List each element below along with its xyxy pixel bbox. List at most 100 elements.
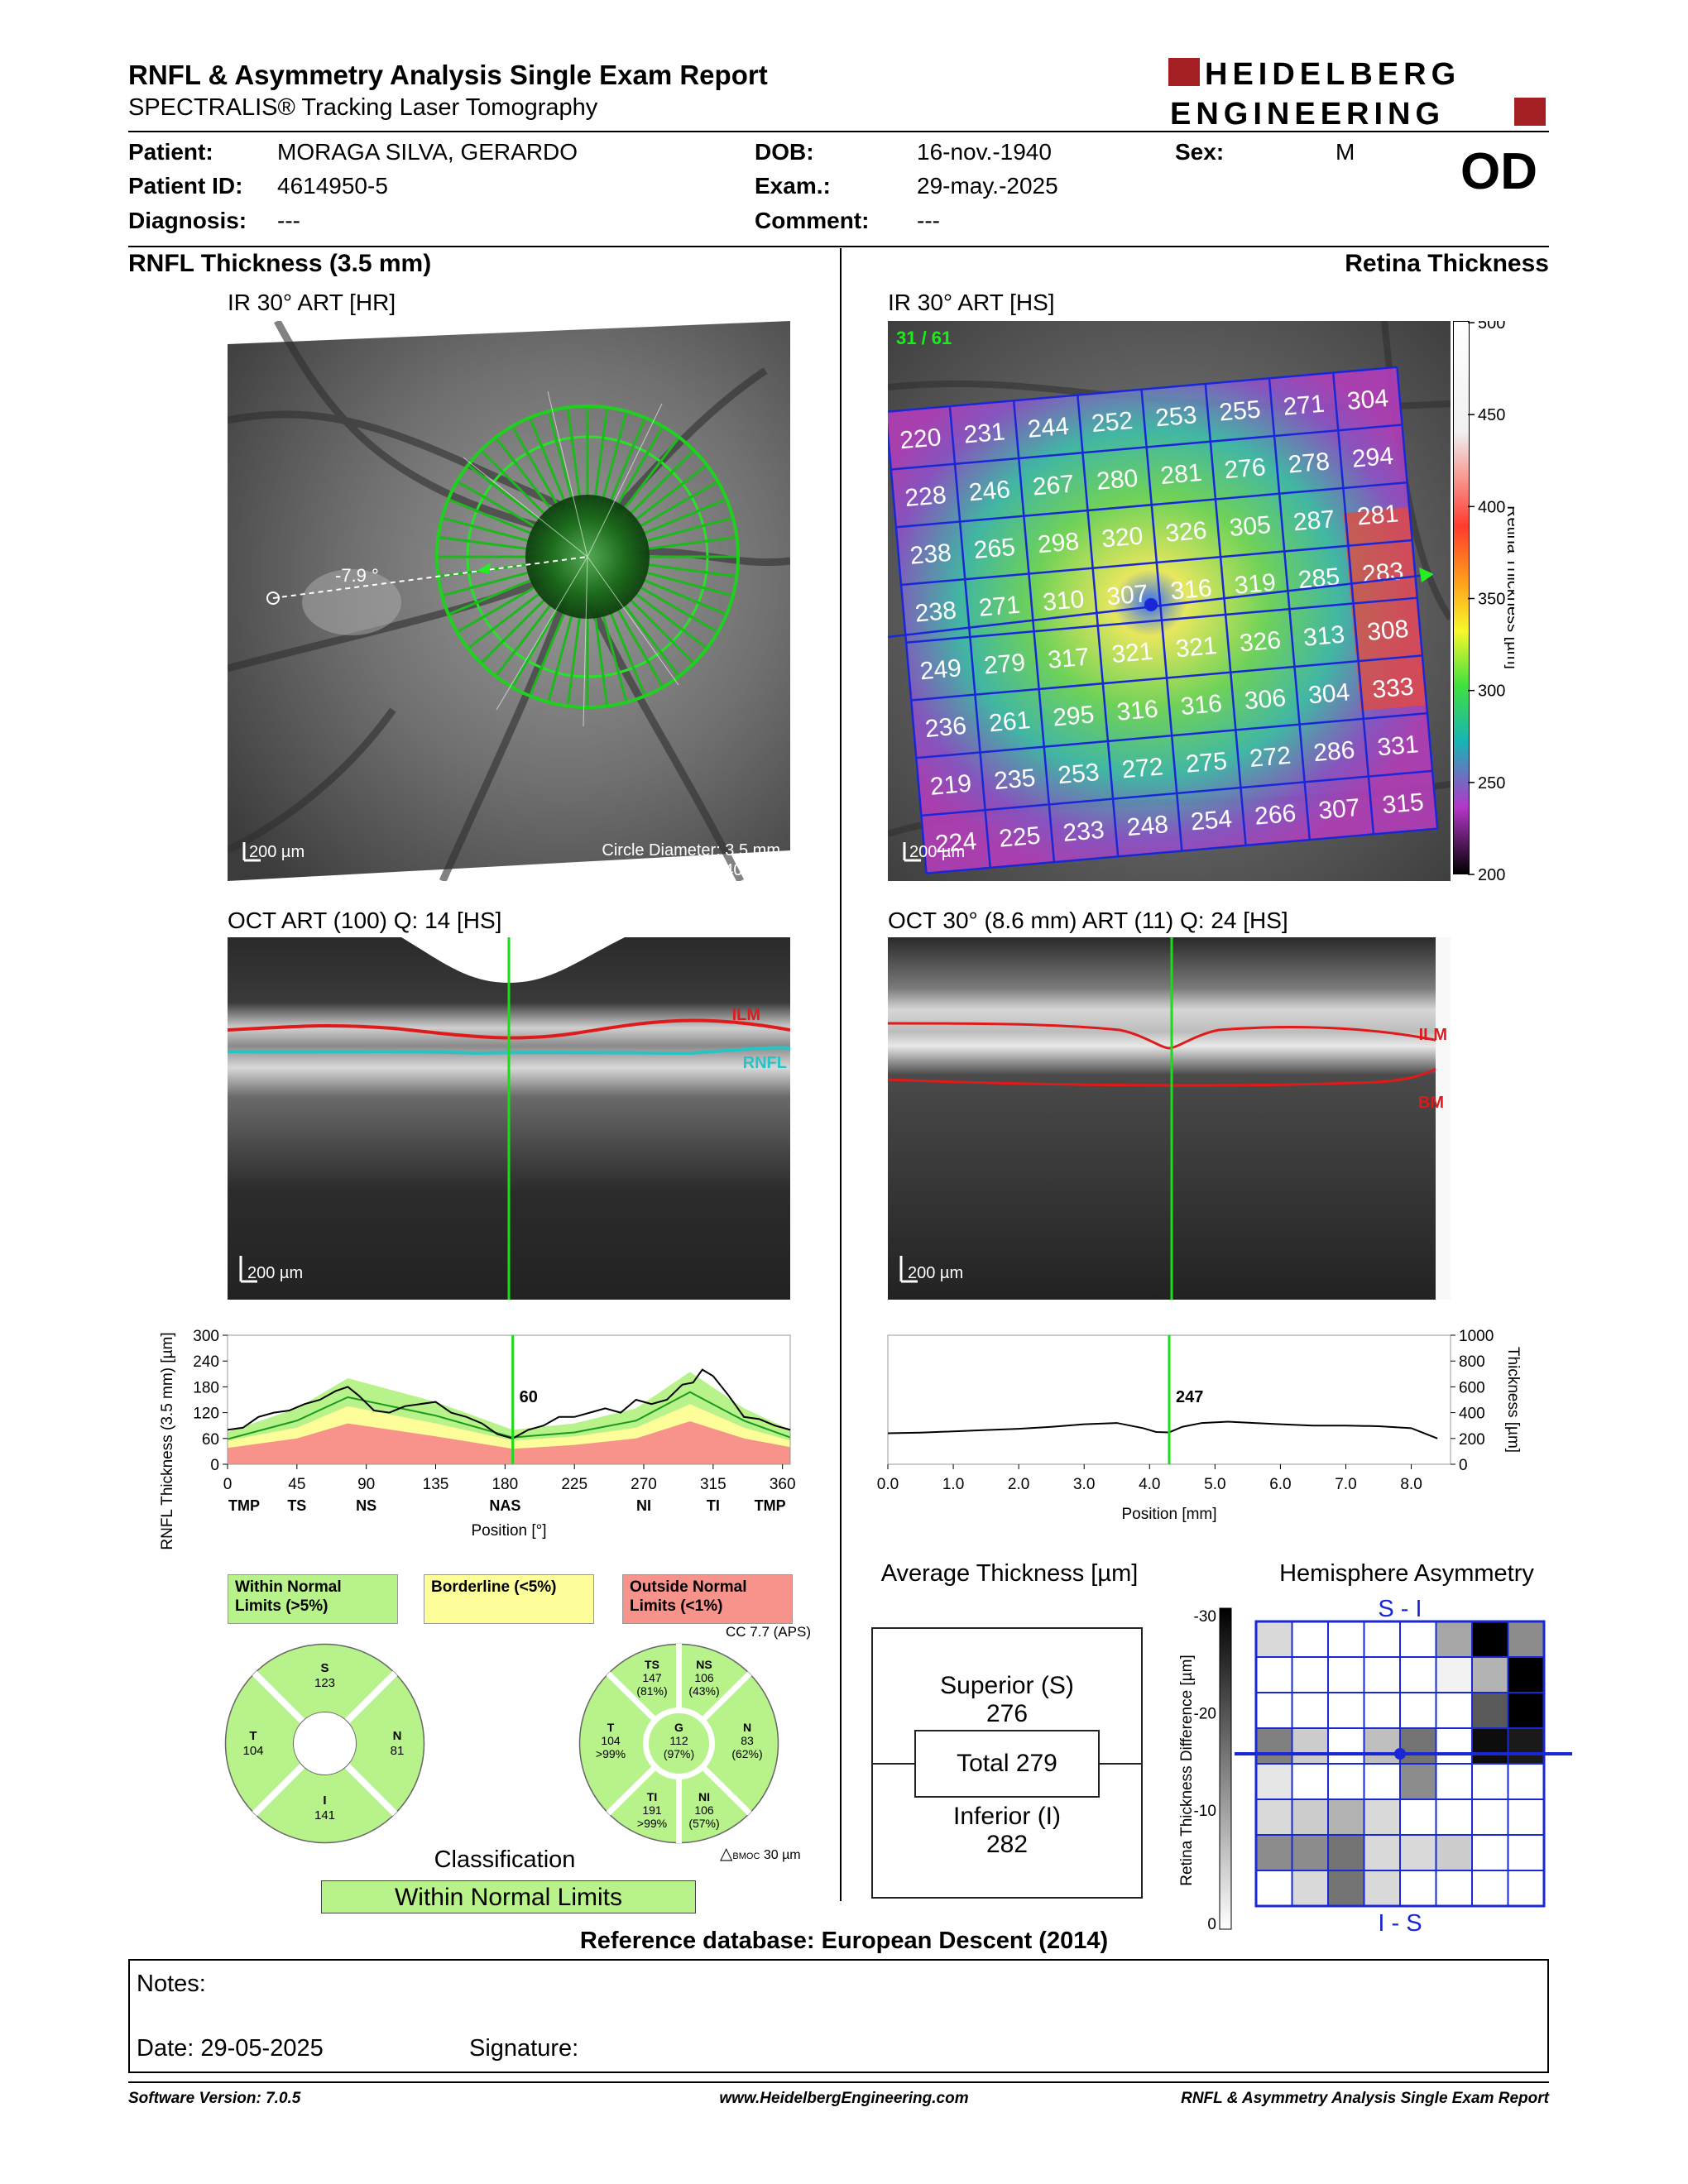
- x-tick-label: 0: [223, 1476, 233, 1493]
- diagnosis-label: Diagnosis:: [128, 208, 247, 233]
- sector-ni-pct: (57%): [688, 1817, 719, 1830]
- sector-axis-label: TS: [287, 1497, 306, 1514]
- asymmetry-cell: [1255, 1798, 1293, 1836]
- comment: ---: [917, 208, 940, 233]
- marker-value: 247: [1176, 1388, 1203, 1406]
- grid-value: 310: [1042, 586, 1086, 616]
- ir-right-scale: 200 µm: [909, 843, 965, 861]
- sector-ni-value: 106: [694, 1803, 714, 1817]
- y-tick-label: 400: [1459, 1406, 1485, 1423]
- difference-tick: -30: [1194, 1608, 1216, 1626]
- sector-i-value: 141: [314, 1808, 335, 1822]
- asymmetry-cell: [1327, 1656, 1365, 1693]
- sector-i-label: I: [323, 1794, 326, 1808]
- diagnosis: ---: [277, 208, 300, 233]
- bmo-area: BMO Area: 2.40 mm²: [625, 861, 780, 879]
- x-tick-label: 4.0: [1139, 1476, 1160, 1493]
- asymmetry-cell: [1507, 1834, 1545, 1871]
- hemisphere-scan-marker: [1394, 1748, 1406, 1760]
- asymmetry-cell: [1255, 1870, 1293, 1907]
- grid-value: 306: [1244, 684, 1288, 715]
- grid-value: 286: [1312, 736, 1356, 767]
- grid-value: 235: [993, 764, 1037, 795]
- y-tick-label: 240: [193, 1353, 219, 1371]
- sector-t6-label: T: [607, 1721, 615, 1734]
- grid-value: 228: [904, 481, 947, 512]
- notes-box[interactable]: Notes: Date: 29-05-2025 Signature:: [128, 1959, 1549, 2073]
- logo-line2: ENGINEERING: [1170, 97, 1445, 129]
- asymmetry-cell: [1507, 1870, 1545, 1907]
- sector-g-label: G: [674, 1721, 683, 1734]
- sector-axis-label: NS: [356, 1497, 376, 1514]
- colorbar-tick: 300: [1478, 682, 1505, 701]
- grid-value: 321: [1174, 632, 1218, 663]
- asymmetry-cell: [1291, 1870, 1329, 1907]
- sector-t-label: T: [249, 1729, 257, 1743]
- x-tick-label: 2.0: [1008, 1476, 1029, 1493]
- sector-axis-label: NI: [636, 1497, 651, 1514]
- grid-value: 224: [934, 827, 978, 858]
- grid-value: 313: [1302, 621, 1346, 652]
- oct-left-rnfl: RNFL: [743, 1054, 787, 1072]
- asymmetry-cell: [1471, 1656, 1509, 1693]
- grid-value: 271: [1282, 390, 1326, 421]
- grid-value: 331: [1376, 730, 1420, 761]
- grid-value: 261: [988, 706, 1032, 737]
- patient-name: MORAGA SILVA, GERARDO: [277, 139, 578, 165]
- grid-value: 254: [1190, 805, 1234, 836]
- dob-label: DOB:: [755, 139, 814, 165]
- six-sector-chart: TS 147 (81%) NS 106 (43%) T 104 >99% G 1…: [578, 1642, 780, 1845]
- ir-right-title: IR 30° ART [HS]: [888, 290, 1055, 315]
- grid-value: 253: [1154, 401, 1198, 432]
- asymmetry-cell: [1507, 1656, 1545, 1693]
- asymmetry-cell: [1471, 1727, 1509, 1765]
- sector-axis-label: TI: [707, 1497, 720, 1514]
- report-title: RNFL & Asymmetry Analysis Single Exam Re…: [128, 60, 768, 90]
- sector-t6-value: 104: [601, 1734, 621, 1747]
- difference-tick: -20: [1194, 1706, 1216, 1723]
- asymmetry-cell: [1399, 1621, 1437, 1658]
- grid-value: 321: [1110, 638, 1154, 668]
- patient-id: 4614950-5: [277, 173, 388, 199]
- asymmetry-cell: [1507, 1727, 1545, 1765]
- asymmetry-cell: [1291, 1834, 1329, 1871]
- classification-label: Classification: [434, 1846, 576, 1873]
- asymmetry-cell: [1363, 1656, 1401, 1693]
- asymmetry-cell: [1327, 1798, 1365, 1836]
- sector-ni-label: NI: [698, 1790, 710, 1803]
- x-tick-label: 8.0: [1400, 1476, 1422, 1493]
- asymmetry-cell: [1327, 1763, 1365, 1800]
- website[interactable]: www.HeidelbergEngineering.com: [719, 2090, 969, 2107]
- asymmetry-cell: [1291, 1621, 1329, 1658]
- oct-right-title: OCT 30° (8.6 mm) ART (11) Q: 24 [HS]: [888, 908, 1288, 933]
- grid-value: 279: [983, 649, 1027, 679]
- svg-text:Retina Thickness [µm]: Retina Thickness [µm]: [1503, 505, 1514, 669]
- y-tick-label: 0: [210, 1457, 219, 1474]
- grid-value: 304: [1346, 385, 1390, 415]
- inferior-label: Inferior (I): [952, 1803, 1062, 1830]
- sector-g-pct: (97%): [664, 1747, 694, 1760]
- asymmetry-cell: [1435, 1798, 1473, 1836]
- grid-value: 272: [1249, 742, 1292, 773]
- asymmetry-cell: [1363, 1763, 1401, 1800]
- y-tick-label: 60: [202, 1431, 219, 1449]
- quadrant-sector-chart: S 123 T 104 N 81 I 141: [223, 1642, 426, 1845]
- sector-ts-label: TS: [645, 1658, 659, 1671]
- report-subtitle: SPECTRALIS® Tracking Laser Tomography: [128, 94, 598, 121]
- grid-value: 316: [1115, 696, 1159, 726]
- sector-ti-pct: >99%: [637, 1817, 667, 1830]
- oct-left-scale: 200 µm: [247, 1264, 303, 1282]
- asymmetry-cell: [1435, 1656, 1473, 1693]
- marker-value: 60: [520, 1388, 538, 1406]
- grid-value: 272: [1120, 753, 1164, 783]
- asymmetry-cell: [1399, 1727, 1437, 1765]
- sector-n6-label: N: [743, 1721, 751, 1734]
- grid-value: 333: [1371, 673, 1415, 704]
- grid-value: 271: [978, 592, 1022, 622]
- grid-value: 307: [1105, 580, 1149, 611]
- inferior-value: 282: [985, 1831, 1029, 1858]
- sector-n6-pct: (62%): [731, 1747, 762, 1760]
- grid-value: 283: [1361, 558, 1405, 588]
- logo-line1: HEIDELBERG: [1205, 57, 1460, 92]
- grid-value: 233: [1062, 817, 1105, 847]
